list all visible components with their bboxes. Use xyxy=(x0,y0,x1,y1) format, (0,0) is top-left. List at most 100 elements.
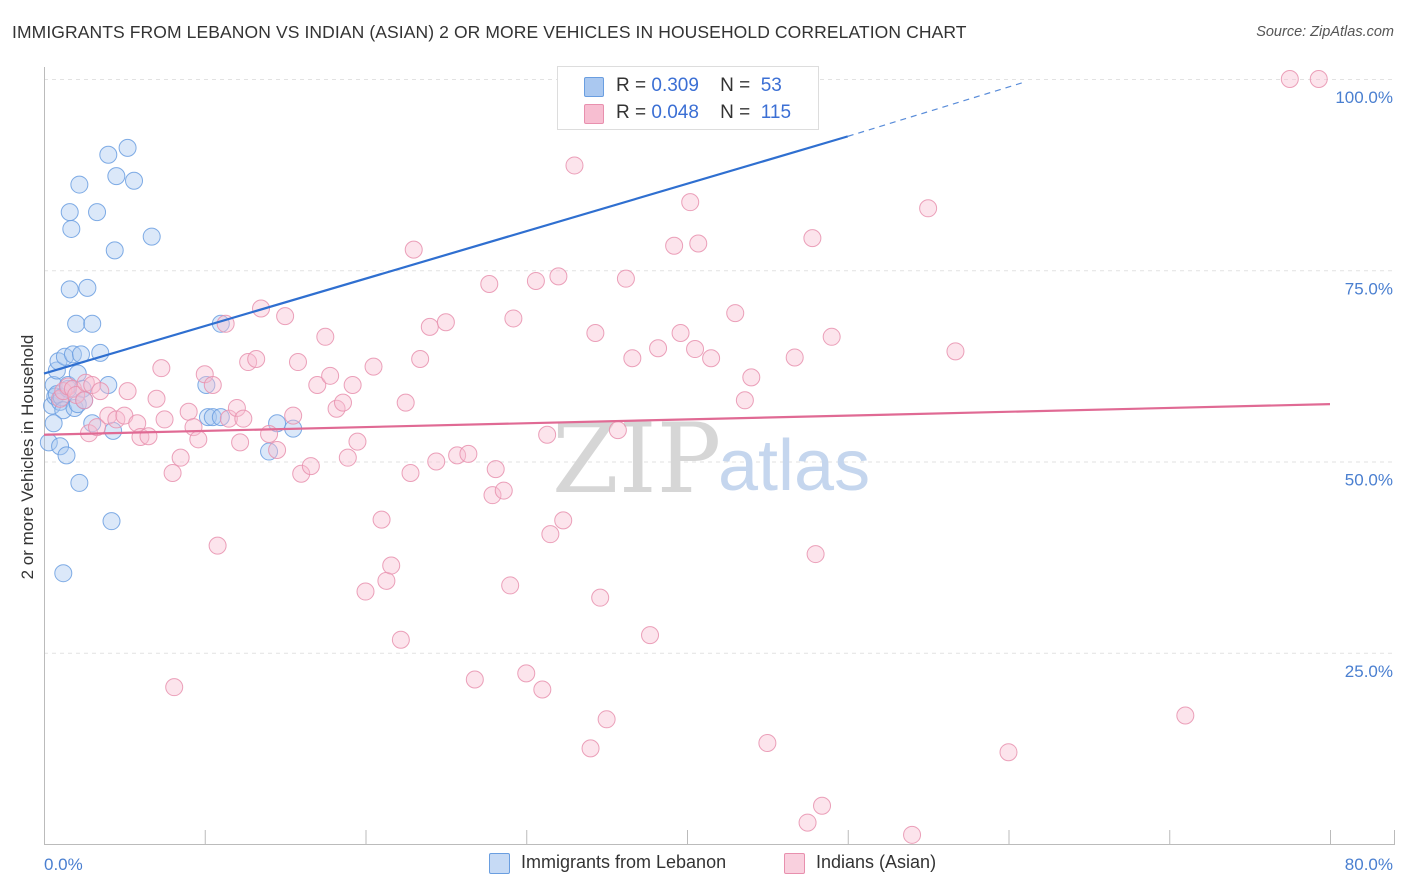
indian-point xyxy=(231,433,250,452)
indian-point xyxy=(118,382,137,401)
indian-point xyxy=(411,349,430,368)
indian-point xyxy=(436,313,455,332)
indian-point xyxy=(785,348,804,367)
source-label: Source: ZipAtlas.com xyxy=(1256,24,1394,40)
indian-point xyxy=(742,368,761,387)
y-tick-label: 75.0% xyxy=(1345,279,1393,298)
lebanon-point xyxy=(60,280,79,299)
indian-point xyxy=(526,271,545,290)
indian-point xyxy=(301,457,320,476)
r-label: R = xyxy=(616,102,647,123)
indian-point xyxy=(533,680,552,699)
y-tick-label: 50.0% xyxy=(1345,471,1393,490)
indian-point xyxy=(686,340,705,359)
legend-swatch-indian xyxy=(784,853,805,874)
trend-line-indian xyxy=(43,403,1331,436)
indian-point xyxy=(758,734,777,753)
indian-point xyxy=(538,425,557,444)
series-lebanon-points xyxy=(39,70,761,583)
lebanon-point xyxy=(83,314,102,333)
indian-point xyxy=(623,349,642,368)
indian-point xyxy=(591,588,610,607)
indian-point xyxy=(541,525,560,544)
axes xyxy=(44,67,1395,845)
series-indian-points xyxy=(51,70,1328,844)
indian-point xyxy=(586,323,605,342)
indian-point xyxy=(483,486,502,505)
y-tick-label: 25.0% xyxy=(1345,662,1393,681)
indian-point xyxy=(147,389,166,408)
indian-point xyxy=(735,391,754,410)
r-value: 0.048 xyxy=(651,102,699,123)
indian-point xyxy=(946,342,965,361)
indian-point xyxy=(292,464,311,483)
indian-point xyxy=(480,275,499,294)
indian-point xyxy=(260,424,279,443)
indian-point xyxy=(459,444,478,463)
indian-point xyxy=(75,391,94,410)
indian-point xyxy=(1280,70,1299,88)
indian-point xyxy=(356,582,375,601)
lebanon-point xyxy=(51,437,70,456)
trend-line-lebanon-extension xyxy=(847,81,1025,137)
indian-point xyxy=(616,269,635,288)
indian-point xyxy=(565,156,584,175)
chart-title: IMMIGRANTS FROM LEBANON VS INDIAN (ASIAN… xyxy=(12,22,967,42)
indian-point xyxy=(316,327,335,346)
n-label: N = xyxy=(720,75,751,96)
indian-point xyxy=(234,409,253,428)
indian-point xyxy=(165,678,184,697)
indian-point xyxy=(803,229,822,248)
indian-point xyxy=(554,511,573,530)
indian-point xyxy=(504,309,523,328)
r-value: 0.309 xyxy=(651,75,699,96)
watermark-atlas: atlas xyxy=(718,426,870,506)
y-tick-labels: 25.0% 50.0% 75.0% 100.0% xyxy=(1335,88,1393,681)
indian-point xyxy=(163,463,182,482)
indian-point xyxy=(338,448,357,467)
indian-point xyxy=(689,234,708,253)
lebanon-point xyxy=(107,167,126,186)
legend-swatch-lebanon xyxy=(489,853,510,874)
indian-point xyxy=(649,339,668,358)
indian-point xyxy=(288,353,307,372)
lebanon-point xyxy=(62,219,81,238)
indian-point xyxy=(247,349,266,368)
lebanon-point xyxy=(105,241,124,260)
lebanon-point xyxy=(118,138,137,157)
indian-point xyxy=(203,376,222,394)
indian-point xyxy=(448,446,467,465)
lebanon-point xyxy=(142,227,161,246)
n-label: N = xyxy=(720,102,751,123)
indian-point xyxy=(726,304,745,323)
lebanon-point xyxy=(198,408,217,427)
indian-point xyxy=(139,427,158,446)
indian-point xyxy=(171,448,190,467)
stats-swatch-lebanon xyxy=(584,77,604,97)
stats-swatch-indian xyxy=(584,104,604,124)
indian-point xyxy=(597,710,616,729)
indian-point xyxy=(179,402,198,421)
stats-text-lebanon: R = 0.309 N = 53 xyxy=(616,75,782,97)
lebanon-point xyxy=(57,446,76,465)
lebanon-point xyxy=(60,203,79,222)
lebanon-point xyxy=(54,564,73,583)
lebanon-point xyxy=(44,414,63,433)
lebanon-point xyxy=(70,175,89,194)
indian-point xyxy=(91,382,110,401)
x-tick-label-min: 0.0% xyxy=(44,855,83,874)
indian-point xyxy=(549,267,568,286)
trend-lines xyxy=(43,81,1331,436)
indian-point xyxy=(227,398,246,417)
indian-point xyxy=(465,670,484,689)
indian-point xyxy=(308,376,327,394)
indian-point xyxy=(343,376,362,394)
stats-legend: R = 0.309 N = 53 R = 0.048 N = 115 xyxy=(557,66,819,130)
indian-point xyxy=(401,463,420,482)
indian-point xyxy=(377,571,396,590)
indian-point xyxy=(333,393,352,412)
y-axis-label: 2 or more Vehicles in Household xyxy=(18,335,37,580)
r-label: R = xyxy=(616,75,647,96)
lebanon-point xyxy=(70,473,89,492)
